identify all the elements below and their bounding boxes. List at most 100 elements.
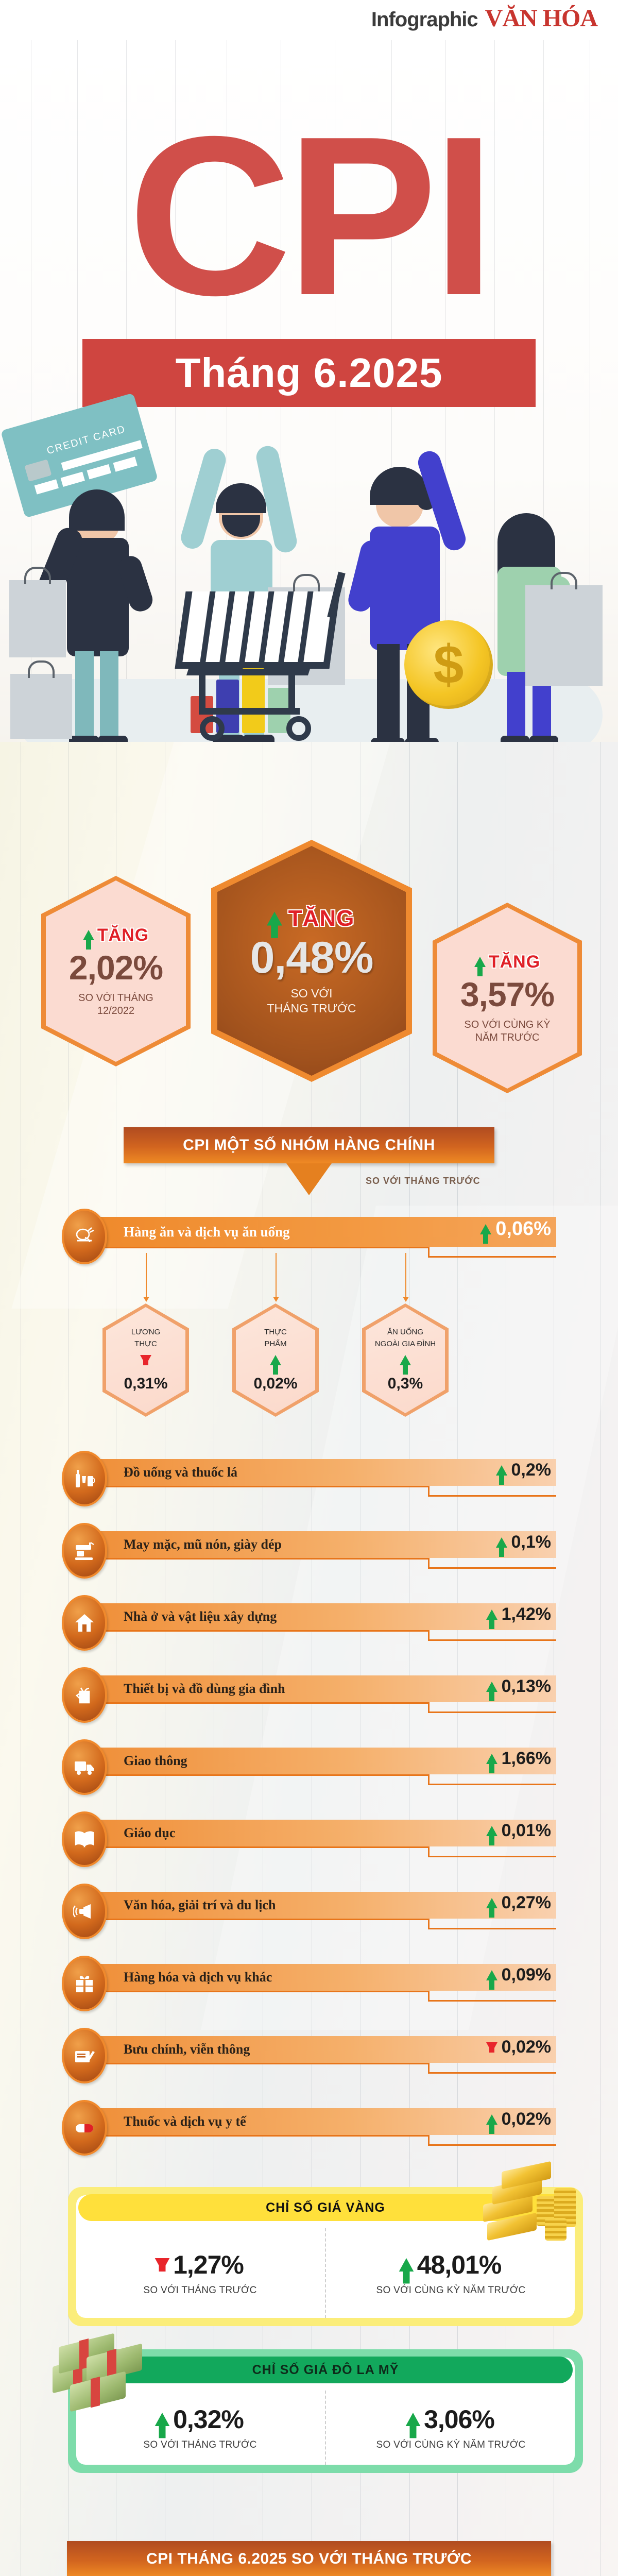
group-row-household-equipment[interactable]: Thiết bị và đồ dùng gia đình 0,13% [62,1667,556,1723]
group-label: Giáo dục [124,1825,176,1840]
truck-icon [62,1739,107,1795]
sub-value: 0,31% [124,1375,168,1392]
hero-month-banner: Tháng 6.2025 [82,339,536,407]
kpi-direction-badge: TĂNG [266,906,355,939]
chart-section-banner: CPI THÁNG 6.2025 SO VỚI THÁNG TRƯỚC [67,2541,551,2576]
group-row-beverages-tobacco[interactable]: Đồ uống và thuốc lá 0,2% [62,1451,556,1506]
group-value: 0,27% [501,1893,551,1912]
sub-label-line1: LƯƠNG [131,1328,161,1337]
sub-label-line1: ĂN UỐNG [387,1328,423,1337]
group-label: Bưu chính, viễn thông [124,2042,250,2057]
usd-price-index-card: CHỈ SỐ GIÁ ĐÔ LA MỸ 0,32% SO VỚI THÁNG T… [53,2333,583,2473]
group-bar: Giao thông 1,66% [98,1748,556,1774]
group-value: 0,2% [511,1460,552,1480]
gold-caption: SO VỚI CÙNG KỲ NĂM TRƯỚC [376,2285,526,2296]
gold-card-columns: 1,27% SO VỚI THÁNG TRƯỚC 48,01% SO VỚI C… [75,2228,576,2318]
arrow-up-icon [474,957,486,976]
group-bar: Thuốc và dịch vụ y tế 0,02% [98,2108,556,2135]
group-value: 0,02% [501,2109,551,2129]
usd-caption: SO VỚI CÙNG KỲ NĂM TRƯỚC [376,2439,526,2450]
kpi-caption: SO VỚI CÙNG KỲ NĂM TRƯỚC [464,1019,550,1044]
group-bar: Văn hóa, giải trí và du lịch 0,27% [98,1892,556,1919]
group-label: Đồ uống và thuốc lá [124,1465,238,1480]
kpi-caption-line1: SO VỚI THÁNG [78,992,153,1004]
arrow-up-icon [154,2413,170,2438]
group-value: 1,42% [501,1604,551,1624]
group-underline [98,1774,556,1785]
sub-value: 0,02% [253,1375,298,1392]
usd-value: 3,06% [424,2405,495,2434]
group-underline [98,1247,556,1258]
group-underline [98,2063,556,2074]
group-row-clothing[interactable]: May mặc, mũ nón, giày dép 0,1% [62,1523,556,1579]
group-label: Hàng ăn và dịch vụ ăn uống [124,1224,290,1240]
group-value-wrap: 0,06% [480,1218,551,1244]
usd-caption: SO VỚI THÁNG TRƯỚC [143,2439,257,2450]
group-underline [98,1991,556,2002]
group-value-wrap: 0,13% [486,1676,551,1701]
group-value-wrap: 0,2% [495,1460,552,1485]
connector-arrow-icon [273,1253,279,1302]
groups-section-title: CPI MỘT SỐ NHÓM HÀNG CHÍNH [183,1137,435,1154]
gold-col-mom: 1,27% SO VỚI THÁNG TRƯỚC [75,2228,325,2318]
money-stack-icon [49,2324,152,2416]
sub-label-line1: THỰC [264,1328,287,1337]
connector-arrow-icon [403,1253,409,1302]
banner-arrow-down-icon [286,1163,332,1195]
kpi-card-vs-yoy: TĂNG 3,57% SO VỚI CÙNG KỲ NĂM TRƯỚC [433,903,582,1093]
group-value-wrap: 1,66% [486,1749,551,1773]
arrow-up-icon [266,911,282,939]
bottle-beer-icon [62,1451,107,1506]
kpi-value: 3,57% [460,975,555,1013]
group-row-health[interactable]: Thuốc và dịch vụ y tế 0,02% [62,2100,556,2156]
group-value: 0,01% [501,1821,551,1840]
shopping-bag [9,580,66,657]
arrow-up-icon [495,1465,507,1485]
kpi-direction-badge: TĂNG [82,925,149,950]
group-value-wrap: 0,27% [486,1893,551,1918]
kpi-caption-line2: NĂM TRƯỚC [475,1031,540,1043]
group-bar: Hàng ăn và dịch vụ ăn uống 0,06% [98,1217,556,1247]
arrow-down-icon [486,2042,497,2053]
letter-pen-icon [62,2028,107,2083]
group-value-wrap: 0,09% [486,1965,551,1990]
house-icon [62,1595,107,1651]
group-value-wrap: 0,02% [486,2037,551,2057]
kpi-caption: SO VỚI THÁNG 12/2022 [78,992,153,1018]
kettle-icon [62,1667,107,1723]
group-label: Giao thông [124,1753,187,1768]
group-label: Thiết bị và đồ dùng gia đình [124,1681,285,1696]
group-row-food-services[interactable]: Hàng ăn và dịch vụ ăn uống 0,06% [62,1209,556,1264]
hero-section: CPI Tháng 6.2025 CREDIT CARD [0,40,618,751]
arrow-up-icon [486,1681,497,1701]
group-row-post-telecom[interactable]: Bưu chính, viễn thông 0,02% [62,2028,556,2083]
gold-card-title: CHỈ SỐ GIÁ VÀNG [266,2200,385,2215]
group-value: 0,1% [511,1532,552,1552]
cart-wheel [286,716,311,741]
brand-header: Infographic VĂN HÓA [0,0,618,40]
arrow-up-icon [486,1897,497,1918]
group-row-transport[interactable]: Giao thông 1,66% [62,1739,556,1795]
group-row-other-goods[interactable]: Hàng hóa và dịch vụ khác 0,09% [62,1956,556,2011]
arrow-up-icon [486,1970,497,1990]
group-row-culture-tourism[interactable]: Văn hóa, giải trí và du lịch 0,27% [62,1884,556,1939]
group-row-education[interactable]: Giáo dục 0,01% [62,1811,556,1867]
gold-value: 1,27% [173,2250,244,2279]
group-row-housing[interactable]: Nhà ở và vật liệu xây dựng 1,42% [62,1595,556,1651]
group-underline [98,1486,556,1497]
gold-price-index-card: CHỈ SỐ GIÁ VÀNG 1,27% SO VỚI THÁNG TRƯỚC… [68,2161,583,2326]
sub-label-line2: NGOÀI GIA ĐÌNH [374,1339,436,1348]
group-underline [98,1558,556,1569]
dollar-coin-icon [404,620,493,709]
arrow-up-icon [400,1354,411,1375]
group-bar: Bưu chính, viễn thông 0,02% [98,2036,556,2063]
kpi-value: 2,02% [68,948,163,987]
arrow-down-icon [140,1354,151,1365]
kpi-caption: SO VỚI THÁNG TRƯỚC [267,986,356,1016]
cart-wheel [200,716,225,741]
kpi-caption-line2: THÁNG TRƯỚC [267,1002,356,1015]
sewing-machine-icon [62,1523,107,1579]
gift-icon [62,1956,107,2011]
sub-card-an-uong-ngoai-gia-dinh: ĂN UỐNG NGOÀI GIA ĐÌNH 0,3% [362,1303,449,1417]
kpi-card-vs-dec2022: TĂNG 2,02% SO VỚI THÁNG 12/2022 [41,876,191,1066]
